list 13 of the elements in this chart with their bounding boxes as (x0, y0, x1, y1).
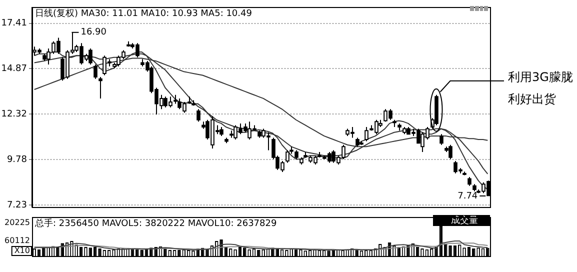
text: 20225 (4, 218, 30, 228)
text: X10 (14, 246, 30, 256)
chart-title: 总手: 2356450 MAVOL5: 3820222 MAVOL10: 2637829 (34, 218, 277, 229)
annotation: 7.74 (458, 191, 478, 202)
chart-title: 日线(复权) MA30: 11.01 MA10: 10.93 MA5: 10.49 (35, 8, 252, 20)
y-tick-label: 7.23 (6, 200, 27, 210)
y-tick-label: 12.32 (1, 110, 27, 120)
y-tick-label: 17.41 (1, 18, 27, 29)
y-tick-label: 14.87 (1, 64, 27, 74)
y-tick-label: 9.78 (6, 154, 28, 165)
annotation: 16.90 (80, 28, 107, 38)
text: 60112 (4, 236, 30, 246)
text: 利用3G朦胧利好出货 (508, 70, 573, 106)
